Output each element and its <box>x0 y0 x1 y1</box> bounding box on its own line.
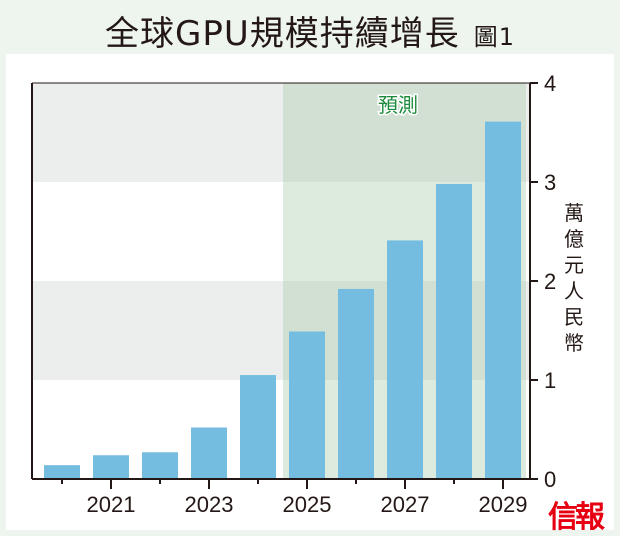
y-tick-label: 0 <box>544 467 556 492</box>
forecast-label: 預測 <box>378 93 418 117</box>
y-axis-label-char: 幣 <box>564 331 584 355</box>
bar-2024 <box>240 375 276 479</box>
bar-2026 <box>338 288 374 479</box>
x-tick-label-2025: 2025 <box>283 492 332 517</box>
x-tick-label-2029: 2029 <box>479 492 528 517</box>
x-tick-label-2023: 2023 <box>185 492 234 517</box>
bar-2028 <box>436 183 472 480</box>
y-tick-label: 4 <box>544 71 556 96</box>
title-text: 全球GPU規模持續增長 <box>104 14 460 54</box>
x-tick-label-2027: 2027 <box>381 492 430 517</box>
y-tick-label: 3 <box>544 170 556 195</box>
y-axis-label-char: 億 <box>564 227 584 251</box>
bar-2020 <box>44 465 80 479</box>
bars <box>44 121 521 480</box>
y-axis-label-char: 人 <box>564 279 584 303</box>
bar-2029 <box>485 121 521 480</box>
y-tick-label: 2 <box>544 269 556 294</box>
bar-2025 <box>289 331 325 479</box>
bar-2027 <box>387 240 423 479</box>
y-axis-label-char: 元 <box>564 253 584 277</box>
bar-2023 <box>191 427 227 479</box>
axes <box>31 82 538 489</box>
y-tick-label: 1 <box>544 368 556 393</box>
bar-2021 <box>93 455 129 479</box>
figure-label: 圖1 <box>473 23 516 51</box>
x-tick-label-2021: 2021 <box>87 492 136 517</box>
y-axis-label: 萬億元人民幣 <box>562 200 586 356</box>
bar-2022 <box>142 452 178 479</box>
y-axis-label-char: 萬 <box>564 201 584 225</box>
brand-logo: 信報 <box>548 500 605 535</box>
chart-title: 全球GPU規模持續增長 圖1 <box>0 6 620 55</box>
y-axis-label-char: 民 <box>564 305 584 329</box>
